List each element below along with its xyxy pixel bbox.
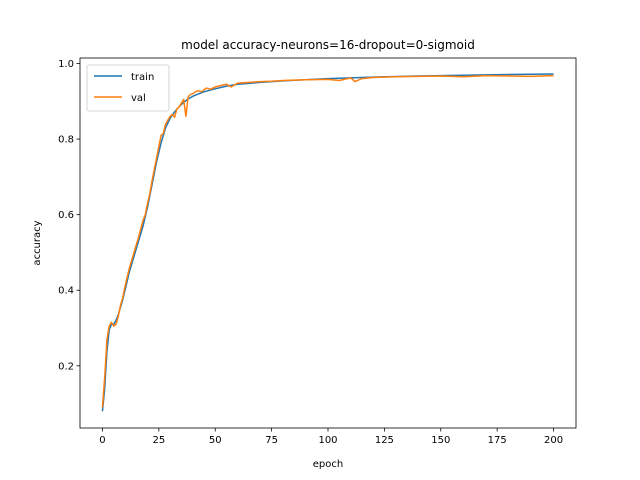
y-tick-label: 0.4 [58, 286, 74, 297]
series-line-val [101, 74, 554, 408]
legend: train val [86, 64, 170, 112]
x-tick-label: 175 [488, 435, 507, 446]
legend-label-val: val [131, 93, 146, 104]
x-tick-label: 25 [152, 435, 165, 446]
x-tick-label: 75 [265, 435, 278, 446]
x-tick-label: 200 [544, 435, 563, 446]
x-tick-label: 100 [318, 435, 337, 446]
y-tick-label: 1.0 [58, 59, 74, 70]
plot-frame [79, 57, 577, 429]
y-axis-label: accuracy [32, 220, 43, 265]
y-tick-label: 0.2 [58, 361, 74, 372]
y-tick-label: 0.6 [58, 210, 74, 221]
legend-label-train: train [131, 72, 154, 83]
chart-title: model accuracy-neurons=16-dropout=0-sigm… [181, 38, 475, 52]
y-tick-label: 0.8 [58, 135, 74, 146]
series-layer [101, 73, 554, 412]
x-tick-label: 125 [375, 435, 394, 446]
x-axis-label: epoch [313, 459, 343, 470]
x-tick-label: 0 [99, 435, 105, 446]
series-line-train [101, 73, 554, 412]
x-tick-label: 50 [209, 435, 222, 446]
ticks-layer: 0 25 50 75 100 125 150 175 200 0.2 0.4 0.6 0.8 1.0 [58, 59, 563, 446]
x-tick-label: 150 [431, 435, 450, 446]
legend-box [86, 64, 170, 112]
